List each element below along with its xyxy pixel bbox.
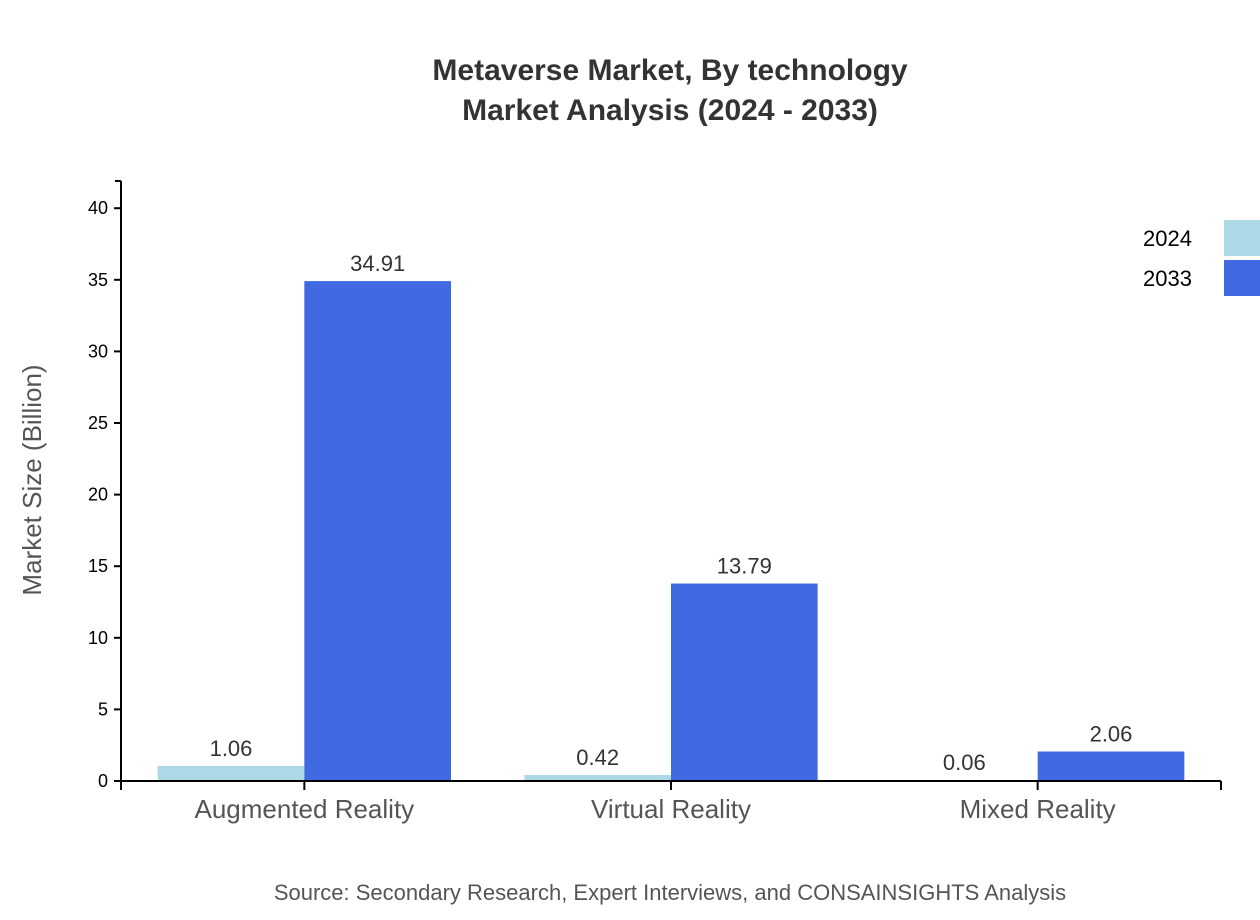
y-axis: 0 5 10 15 20 25 30 35 40 <box>88 180 122 791</box>
bar-2024 <box>157 765 305 781</box>
x-tick-label: Augmented Reality <box>194 794 414 824</box>
legend-swatch-2033 <box>1224 260 1260 296</box>
data-label: 34.91 <box>350 251 405 276</box>
data-label: 0.06 <box>943 750 986 775</box>
legend: 2024 2033 <box>1143 220 1260 296</box>
y-tick-label: 5 <box>98 699 108 719</box>
bars-group: 1.06 34.91 0.42 13.79 0.06 2.06 <box>157 251 1185 781</box>
bar-2033 <box>671 583 818 781</box>
bar-2024 <box>524 774 671 781</box>
data-label: 2.06 <box>1090 722 1133 747</box>
y-tick-label: 40 <box>88 198 108 218</box>
x-tick-label: Mixed Reality <box>960 794 1116 824</box>
legend-swatch-2024 <box>1224 220 1260 256</box>
legend-label: 2024 <box>1143 226 1192 251</box>
data-label: 0.42 <box>576 745 619 770</box>
data-label: 13.79 <box>717 554 772 579</box>
chart-title: Metaverse Market, By technology <box>432 54 907 87</box>
y-tick-label: 35 <box>88 270 108 290</box>
y-tick-label: 30 <box>88 341 108 361</box>
y-axis-label: Market Size (Billion) <box>17 364 47 595</box>
y-tick-label: 15 <box>88 556 108 576</box>
chart-subtitle: Market Analysis (2024 - 2033) <box>462 94 878 127</box>
y-tick-label: 10 <box>88 628 108 648</box>
y-tick-label: 0 <box>98 771 108 791</box>
bar-2033 <box>304 281 451 781</box>
data-label: 1.06 <box>210 736 253 761</box>
x-tick-label: Virtual Reality <box>591 794 751 824</box>
legend-label: 2033 <box>1143 266 1192 291</box>
y-tick-label: 20 <box>88 485 108 505</box>
x-axis: Augmented Reality Virtual Reality Mixed Re… <box>120 780 1222 824</box>
source-note: Source: Secondary Research, Expert Inter… <box>274 880 1066 905</box>
y-tick-label: 25 <box>88 413 108 433</box>
bar-2033 <box>1037 751 1185 781</box>
